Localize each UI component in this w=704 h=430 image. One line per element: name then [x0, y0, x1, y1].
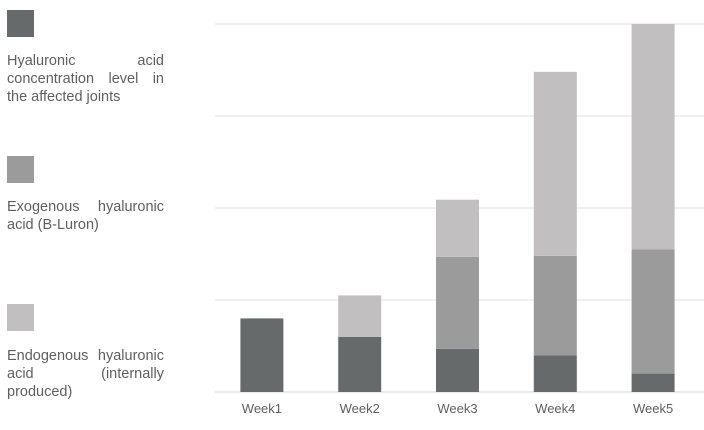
bar-segment-week5-series-2 [631, 249, 675, 374]
bar-segment-week4-series-2 [533, 255, 577, 356]
bar-segment-week2-series-3 [338, 295, 382, 337]
bar-segment-week2-series-1 [338, 336, 382, 392]
legend-label-exogenous: Exogenous hyaluronic acid (B-Luron) [7, 199, 164, 233]
bar-segment-week3-series-1 [436, 348, 479, 392]
legend-swatch-concentration [7, 10, 34, 37]
bar-segment-week4-series-3 [533, 71, 577, 256]
bar-segment-week5-series-3 [631, 24, 675, 250]
x-tick-label: Week5 [633, 401, 673, 416]
x-tick-label: Week4 [535, 401, 575, 416]
legend-swatch-exogenous [7, 156, 34, 183]
bar-segment-week1-series-1 [240, 318, 284, 392]
bar-segment-week4-series-1 [533, 355, 577, 392]
bar-segment-week3-series-3 [436, 199, 479, 257]
legend-swatch-endogenous [7, 304, 34, 331]
bar-segment-week3-series-2 [436, 256, 479, 349]
legend-label-endogenous: Endogenous hyaluronic acid (internally p… [7, 348, 164, 400]
x-tick-label: Week3 [437, 401, 477, 416]
bar-segment-week5-series-1 [631, 373, 675, 392]
x-tick-label: Week2 [340, 401, 380, 416]
x-tick-label: Week1 [242, 401, 282, 416]
legend-label-concentration: Hyaluronic acid concentration level in t… [7, 53, 164, 105]
